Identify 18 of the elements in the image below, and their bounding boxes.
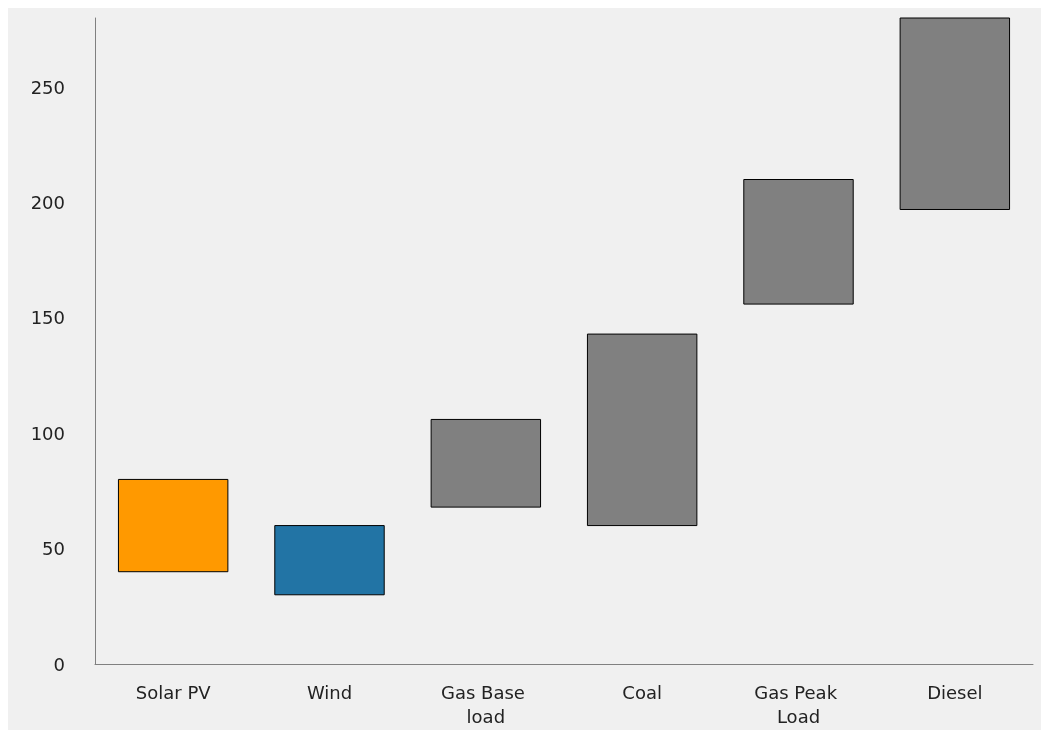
bar <box>743 179 854 305</box>
y-tick-label: 50 <box>42 538 65 560</box>
y-tick-label: 150 <box>30 307 65 329</box>
x-tick-label: Wind <box>306 681 353 703</box>
y-tick-label: 250 <box>30 76 65 98</box>
x-tick-label: Coal <box>622 681 662 703</box>
y-tick-label: 100 <box>30 422 65 444</box>
bar <box>430 418 542 508</box>
x-tick-label: Gas Peak Load <box>754 681 843 727</box>
bar <box>586 333 698 527</box>
x-tick-label: Solar PV <box>135 681 212 703</box>
bar <box>899 17 1011 210</box>
x-tick-label: Diesel <box>927 681 983 703</box>
y-tick-label: 0 <box>53 653 65 675</box>
bar <box>117 478 229 573</box>
x-tick-label: Gas Base load <box>441 681 531 727</box>
y-tick-label: 200 <box>30 192 65 214</box>
bar <box>274 525 385 596</box>
